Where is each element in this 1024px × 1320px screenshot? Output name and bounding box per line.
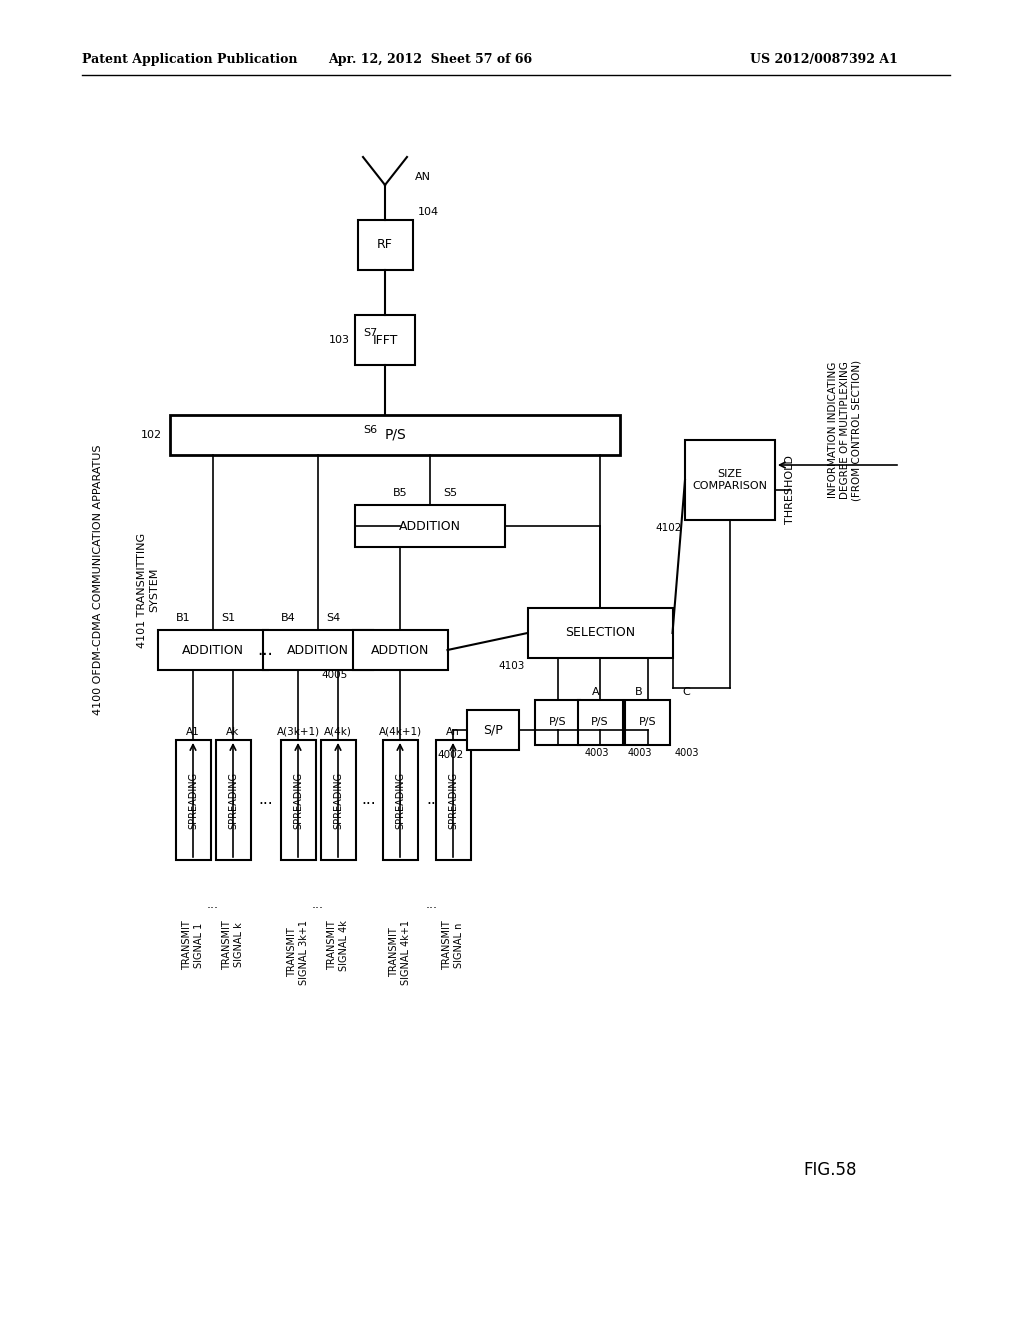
Bar [578, 700, 623, 744]
Bar [215, 741, 251, 861]
Text: B: B [635, 686, 642, 697]
Text: 104: 104 [418, 207, 438, 216]
Bar [383, 741, 418, 861]
Text: ADDITION: ADDITION [287, 644, 349, 656]
Bar [263, 630, 373, 671]
Text: ..: .. [427, 792, 436, 808]
Text: US 2012/0087392 A1: US 2012/0087392 A1 [750, 54, 898, 66]
Text: ...: ... [361, 792, 376, 808]
Text: B5: B5 [392, 488, 408, 498]
Text: RF: RF [377, 239, 393, 252]
Text: S4: S4 [326, 612, 340, 623]
Text: 4100 OFDM-CDMA COMMUNICATION APPARATUS: 4100 OFDM-CDMA COMMUNICATION APPARATUS [93, 445, 103, 715]
Text: ADDTION: ADDTION [371, 644, 429, 656]
Text: S6: S6 [362, 425, 377, 436]
Text: ADDITION: ADDITION [182, 644, 244, 656]
Bar [435, 741, 470, 861]
Text: 4103: 4103 [498, 661, 524, 671]
Bar [685, 440, 775, 520]
Text: S1: S1 [221, 612, 236, 623]
Text: An: An [446, 727, 460, 737]
Text: 4003: 4003 [585, 748, 609, 758]
Text: SPREADING: SPREADING [395, 771, 406, 829]
Text: 4003: 4003 [675, 748, 699, 758]
Text: P/S: P/S [639, 718, 656, 727]
Text: Apr. 12, 2012  Sheet 57 of 66: Apr. 12, 2012 Sheet 57 of 66 [328, 54, 532, 66]
Text: ...: ... [207, 899, 219, 912]
Text: A1: A1 [186, 727, 200, 737]
Text: 4101 TRANSMITTING
SYSTEM: 4101 TRANSMITTING SYSTEM [137, 532, 159, 648]
Text: ...: ... [258, 642, 273, 659]
Text: 4003: 4003 [628, 748, 652, 758]
Text: 102: 102 [141, 430, 162, 440]
Text: 103: 103 [329, 335, 350, 345]
Bar [355, 315, 415, 366]
Bar [527, 609, 673, 657]
Text: ...: ... [426, 899, 437, 912]
Bar [158, 630, 268, 671]
Text: A(4k): A(4k) [324, 727, 352, 737]
Bar [467, 710, 519, 750]
Bar [355, 506, 505, 546]
Text: TRANSMIT
SIGNAL 3k+1: TRANSMIT SIGNAL 3k+1 [287, 920, 309, 985]
Text: A(4k+1): A(4k+1) [379, 727, 422, 737]
Text: TRANSMIT
SIGNAL k: TRANSMIT SIGNAL k [222, 920, 244, 970]
Bar [281, 741, 315, 861]
Text: 4102: 4102 [655, 523, 682, 533]
Text: SPREADING: SPREADING [333, 771, 343, 829]
Text: Ak: Ak [226, 727, 240, 737]
Text: P/S: P/S [549, 718, 566, 727]
Text: B1: B1 [176, 612, 190, 623]
Text: ...: ... [258, 792, 272, 808]
Text: INFORMATION INDICATING
DEGREE OF MULTIPLEXING
(FROM CONTROL SECTION): INFORMATION INDICATING DEGREE OF MULTIPL… [828, 359, 861, 500]
Bar [535, 700, 580, 744]
Text: A(3k+1): A(3k+1) [276, 727, 319, 737]
Text: 4002: 4002 [437, 750, 464, 760]
Text: P/S: P/S [384, 428, 406, 442]
Bar [625, 700, 670, 744]
Text: SPREADING: SPREADING [188, 771, 198, 829]
Text: 4005: 4005 [322, 671, 347, 680]
Text: B4: B4 [281, 612, 295, 623]
Bar [170, 414, 620, 455]
Text: SPREADING: SPREADING [449, 771, 458, 829]
Text: SIZE
COMPARISON: SIZE COMPARISON [692, 469, 768, 491]
Text: TRANSMIT
SIGNAL n: TRANSMIT SIGNAL n [442, 920, 464, 970]
Text: Patent Application Publication: Patent Application Publication [82, 54, 298, 66]
Text: IFFT: IFFT [373, 334, 397, 346]
Bar [357, 220, 413, 271]
Text: ...: ... [312, 899, 324, 912]
Text: TRANSMIT
SIGNAL 4k: TRANSMIT SIGNAL 4k [328, 920, 349, 972]
Text: C: C [682, 686, 690, 697]
Bar [352, 630, 447, 671]
Text: TRANSMIT
SIGNAL 1: TRANSMIT SIGNAL 1 [182, 920, 204, 970]
Text: THRESHOLD: THRESHOLD [785, 455, 795, 524]
Text: ADDITION: ADDITION [399, 520, 461, 532]
Text: SPREADING: SPREADING [293, 771, 303, 829]
Bar [175, 741, 211, 861]
Text: TRANSMIT
SIGNAL 4k+1: TRANSMIT SIGNAL 4k+1 [389, 920, 411, 985]
Text: SELECTION: SELECTION [565, 627, 635, 639]
Text: P/S: P/S [591, 718, 609, 727]
Text: AN: AN [415, 172, 431, 182]
Text: S5: S5 [443, 488, 457, 498]
Bar [321, 741, 355, 861]
Text: S7: S7 [362, 327, 377, 338]
Text: A: A [592, 686, 600, 697]
Text: S/P: S/P [483, 723, 503, 737]
Text: SPREADING: SPREADING [228, 771, 238, 829]
Text: FIG.58: FIG.58 [803, 1162, 857, 1179]
